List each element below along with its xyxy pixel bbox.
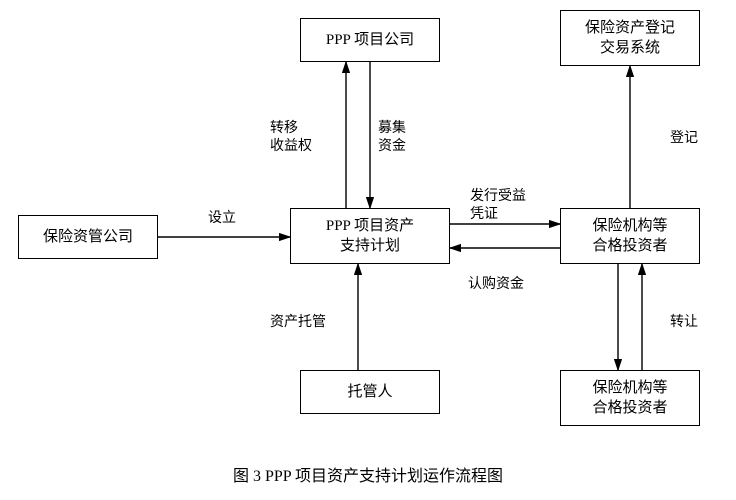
node-asset-mgmt: 保险资管公司 — [18, 215, 158, 259]
label-issue: 发行受益 凭证 — [470, 188, 526, 224]
node-label: 保险资管公司 — [43, 227, 133, 247]
node-label: PPP 项目资产 支持计划 — [326, 216, 414, 257]
node-label: PPP 项目公司 — [326, 30, 414, 50]
label-setup: 设立 — [208, 210, 236, 228]
node-investor-top: 保险机构等 合格投资者 — [560, 208, 700, 264]
node-custodian: 托管人 — [300, 370, 440, 414]
node-registry: 保险资产登记 交易系统 — [560, 10, 700, 66]
label-raise: 募集 资金 — [378, 120, 406, 156]
node-label: 保险机构等 合格投资者 — [592, 378, 667, 419]
node-label: 托管人 — [347, 382, 392, 402]
node-investor-bot: 保险机构等 合格投资者 — [560, 370, 700, 426]
label-transfer: 转移 收益权 — [270, 120, 312, 156]
node-plan: PPP 项目资产 支持计划 — [290, 208, 450, 264]
label-custody: 资产托管 — [270, 314, 326, 332]
label-resell: 转让 — [670, 314, 698, 332]
label-subscribe: 认购资金 — [468, 276, 524, 294]
node-label: 保险资产登记 交易系统 — [585, 18, 675, 59]
node-ppp-company: PPP 项目公司 — [300, 18, 440, 62]
label-register: 登记 — [670, 130, 698, 148]
figure-caption: 图 3 PPP 项目资产支持计划运作流程图 — [0, 462, 736, 486]
node-label: 保险机构等 合格投资者 — [592, 216, 667, 257]
